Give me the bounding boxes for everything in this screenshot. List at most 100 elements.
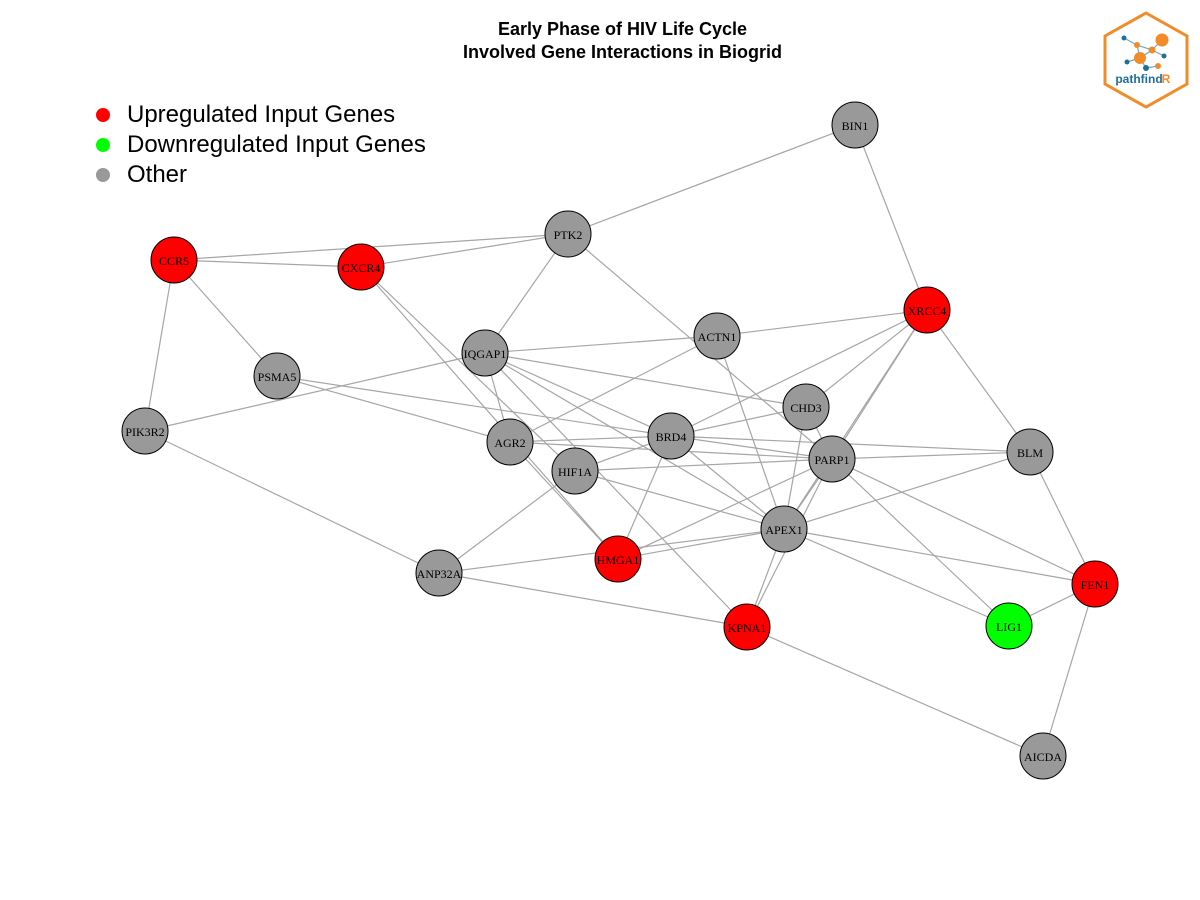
gene-node-circle: [544, 210, 592, 258]
gene-node-lig1: LIG1: [985, 602, 1033, 650]
edge-fen1-aicda: [1042, 583, 1096, 757]
gene-node-circle: [723, 603, 771, 651]
edge-agr2-brd4: [509, 435, 672, 443]
edge-blm-fen1: [1029, 451, 1096, 585]
gene-node-label: APEX1: [765, 523, 802, 537]
edge-iqgap1-chd3: [484, 352, 807, 408]
edge-xrcc4-brd4: [670, 309, 928, 437]
gene-node-circle: [121, 407, 169, 455]
gene-node-circle: [985, 602, 1033, 650]
edge-apex1-hmga1: [617, 528, 785, 560]
gene-node-circle: [337, 243, 385, 291]
edge-iqgap1-apex1: [484, 352, 785, 530]
edge-anp32a-kpna1: [438, 572, 748, 628]
legend: Upregulated Input Genes Downregulated In…: [96, 100, 426, 190]
legend-item-upregulated: Upregulated Input Genes: [96, 100, 426, 130]
gene-node-circle: [693, 312, 741, 360]
gene-node-label: ANP32A: [417, 567, 462, 581]
edge-iqgap1-actn1: [484, 335, 718, 354]
gene-node-xrcc4: XRCC4: [903, 286, 951, 334]
edge-actn1-apex1: [716, 335, 785, 530]
gene-node-circle: [1071, 560, 1119, 608]
gene-node-agr2: AGR2: [486, 418, 534, 466]
gene-node-kpna1: KPNA1: [723, 603, 771, 651]
gene-node-label: BLM: [1017, 446, 1043, 460]
gene-node-circle: [782, 383, 830, 431]
legend-marker-downregulated: [96, 138, 110, 152]
gene-node-label: PSMA5: [258, 370, 297, 384]
legend-marker-other: [96, 168, 110, 182]
edge-ccr5-pik3r2: [144, 259, 175, 432]
gene-node-label: KPNA1: [728, 621, 767, 635]
gene-node-aicda: AICDA: [1019, 732, 1067, 780]
chart-title: Early Phase of HIV Life Cycle Involved G…: [0, 18, 1200, 64]
edge-apex1-fen1: [783, 528, 1096, 585]
gene-node-label: LIG1: [996, 620, 1022, 634]
gene-node-pik3r2: PIK3R2: [121, 407, 169, 455]
gene-node-chd3: CHD3: [782, 383, 830, 431]
edge-agr2-hmga1: [509, 441, 619, 560]
edge-actn1-agr2: [509, 335, 718, 443]
gene-node-ccr5: CCR5: [150, 236, 198, 284]
legend-label-upregulated: Upregulated Input Genes: [127, 101, 396, 128]
edge-psma5-brd4: [276, 375, 672, 437]
edge-actn1-xrcc4: [716, 309, 928, 337]
edge-hif1a-parp1: [574, 458, 833, 472]
gene-node-apex1: APEX1: [760, 505, 808, 553]
gene-node-label: CXCR4: [342, 261, 381, 275]
legend-label-other: Other: [127, 161, 188, 188]
edge-brd4-blm: [670, 435, 1031, 453]
gene-node-label: FEN1: [1081, 578, 1110, 592]
edge-parp1-blm: [831, 451, 1031, 460]
pathfindr-logo: pathfind R: [1103, 11, 1189, 109]
edge-ccr5-psma5: [173, 259, 278, 377]
logo-text-main: pathfind: [1115, 72, 1162, 86]
gene-node-circle: [1006, 428, 1054, 476]
gene-node-circle: [551, 447, 599, 495]
gene-node-label: CHD3: [790, 401, 821, 415]
gene-node-circle: [760, 505, 808, 553]
edge-hif1a-apex1: [574, 470, 785, 530]
edge-ccr5-cxcr4: [173, 259, 362, 268]
gene-node-parp1: PARP1: [808, 435, 856, 483]
edge-iqgap1-brd4: [484, 352, 672, 437]
gene-node-label: HIF1A: [558, 465, 592, 479]
edge-cxcr4-ptk2: [360, 233, 569, 268]
gene-node-ptk2: PTK2: [544, 210, 592, 258]
chart-title-line-2: Involved Gene Interactions in Biogrid: [462, 42, 783, 62]
edge-xrcc4-chd3: [805, 309, 928, 408]
gene-node-label: AICDA: [1024, 750, 1062, 764]
edge-blm-apex1: [783, 451, 1031, 530]
gene-node-bin1: BIN1: [831, 101, 879, 149]
edge-xrcc4-apex1: [783, 309, 928, 530]
gene-node-label: PIK3R2: [125, 425, 164, 439]
chart-title-line-1: Early Phase of HIV Life Cycle: [497, 19, 748, 39]
gene-node-blm: BLM: [1006, 428, 1054, 476]
gene-node-label: PTK2: [554, 228, 583, 242]
edge-kpna1-aicda: [746, 626, 1044, 757]
edge-cxcr4-hmga1: [360, 266, 619, 560]
gene-node-label: PARP1: [815, 453, 850, 467]
gene-node-circle: [647, 412, 695, 460]
logo-hexagon: [1103, 11, 1189, 109]
gene-node-anp32a: ANP32A: [415, 549, 463, 597]
edge-bin1-ptk2: [567, 124, 856, 235]
gene-node-hif1a: HIF1A: [551, 447, 599, 495]
edge-iqgap1-kpna1: [484, 352, 748, 628]
gene-node-circle: [150, 236, 198, 284]
gene-node-psma5: PSMA5: [253, 352, 301, 400]
edge-pik3r2-anp32a: [144, 430, 440, 574]
network-edges: [144, 124, 1096, 757]
gene-node-circle: [1019, 732, 1067, 780]
gene-node-circle: [415, 549, 463, 597]
edge-xrcc4-blm: [926, 309, 1031, 453]
logo-network-dots: [1121, 33, 1169, 71]
logo-text-accent: R: [1162, 72, 1171, 86]
legend-marker-upregulated: [96, 108, 110, 122]
gene-node-label: BIN1: [842, 119, 869, 133]
edge-psma5-agr2: [276, 375, 511, 443]
gene-node-circle: [903, 286, 951, 334]
gene-node-circle: [594, 535, 642, 583]
network-nodes: BIN1 PTK2 CCR5 CXCR4 XRCC4 ACTN1 IQGAP1 PSMA5 PI…: [121, 101, 1119, 780]
